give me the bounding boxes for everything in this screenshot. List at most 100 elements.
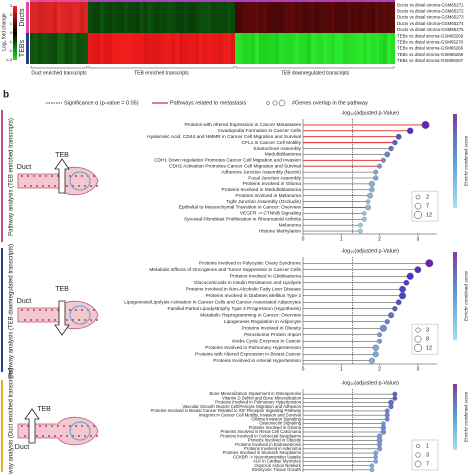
duct-shape [17,416,99,446]
pathway-name: Lipogenesis/Lipolysis Activation in Canc… [124,300,301,306]
heatmap-stripe [111,2,116,33]
score-colorbar [453,252,457,341]
heatmap-stripe [367,33,371,64]
cell [45,425,47,427]
cell [57,175,59,177]
group-label: TEBs [19,39,26,57]
colorbar-label: Enrichr combined score [463,135,469,186]
heatmap-stripe [335,2,339,33]
x-tick-label: 2 [378,236,381,242]
heatmap-stripe [57,2,61,33]
heatmap-stripe [383,2,387,33]
cell [81,309,83,311]
cell [42,435,44,437]
cell [57,309,59,311]
cell [54,319,56,321]
cell [54,435,56,437]
cell [93,309,95,311]
heatmap-row-label: Ducts vs distal stroma-GSM65271 [397,2,464,7]
lollipop-dot [369,463,375,468]
cluster-bracket [30,66,88,69]
pathway-name: Proteins Involved in Non-Alcoholic Fatty… [186,287,302,293]
heatmap-stripe [331,2,335,33]
cell [69,309,71,311]
group-strip [26,2,29,33]
heatmap-stripe [363,33,367,64]
cell [36,185,38,187]
size-legend-label: 7 [426,204,429,210]
scale-tick-label: 2 [10,12,13,17]
lollipop-dot [365,204,371,211]
heatmap-stripe [255,33,259,64]
heatmap-stripe [135,2,140,33]
heatmap-stripe [88,33,92,64]
x-tick-label: 0 [302,236,305,242]
heatmap-stripe [371,2,375,33]
pathway-name: Histone Methylation [259,228,301,234]
heatmap-stripe [315,33,319,64]
heatmap-stripe [68,2,73,33]
cell [78,185,80,187]
lollipop-dot [372,351,379,358]
panel-label: b [3,90,9,101]
cell [90,435,92,437]
cell [48,319,50,321]
heatmap-stripe [259,2,263,33]
heatmap-axis-label: Log₂ fold change [1,13,7,51]
heatmap-stripe [379,2,383,33]
pathway-name: VEGFR -> CTNNB Signaling [240,211,302,217]
lollipop-dot [373,455,378,460]
heatmap-stripe [251,2,255,33]
cell [27,425,29,427]
heatmap-stripe [239,2,243,33]
cell [63,425,65,427]
cell [33,175,35,177]
panel-title: Pathway analysis (Duct enriched transcri… [9,368,15,474]
lollipop-dot [384,412,390,418]
heatmap-stripe [143,2,148,33]
cell [66,319,68,321]
heatmap-stripe [243,33,247,64]
heatmap-stripe [95,2,100,33]
heatmap-stripe [175,2,180,33]
heatmap-stripe [295,33,299,64]
heatmap-stripe [49,2,54,33]
heatmap-stripe [215,33,220,64]
lollipop-dot [395,299,402,306]
cell [48,185,50,187]
lollipop-dot [406,272,414,280]
lollipop-dot [377,338,382,344]
cell [24,435,26,437]
heatmap-row-label: TEBs vs distal stroma-GSM65270 [397,39,464,44]
heatmap-stripe [123,33,128,64]
colorbar-label: Enrichr combined score [463,391,469,442]
heatmap-stripe [219,33,224,64]
heatmap-row-label: TEBs vs distal stroma-GSM65266 [397,46,464,51]
heatmap-stripe [367,2,371,33]
lollipop-dot [361,216,367,222]
heatmap-stripe [147,33,152,64]
lollipop-dot [392,306,398,312]
cell [81,175,83,177]
heatmap-stripe [53,2,58,33]
cell [30,185,32,187]
pathway-name: Proteins Involved in Renal Cell Carcinom… [221,429,302,434]
heatmap-stripe [295,2,299,33]
cluster-bracket [235,66,395,69]
heatmap-stripe [49,33,54,64]
legend-text: Significance α (p-value = 0.05) [64,100,139,106]
pathway-name: Proteins Involved in Glioma [243,181,302,187]
heatmap-stripe [223,2,228,33]
heatmap-stripe [72,2,77,33]
heatmap-stripe [283,2,287,33]
x-tick-label: 3 [416,366,419,372]
heatmap-stripe [33,33,38,64]
panel-title: Pathway analysis (TEB enriched transcrip… [9,118,15,236]
heatmap-stripe [37,2,42,33]
heatmap-stripe [323,2,327,33]
fold-change-colorbar [13,6,17,60]
heatmap-stripe [359,2,363,33]
heatmap-stripe [247,33,251,64]
heatmap-stripe [315,2,319,33]
